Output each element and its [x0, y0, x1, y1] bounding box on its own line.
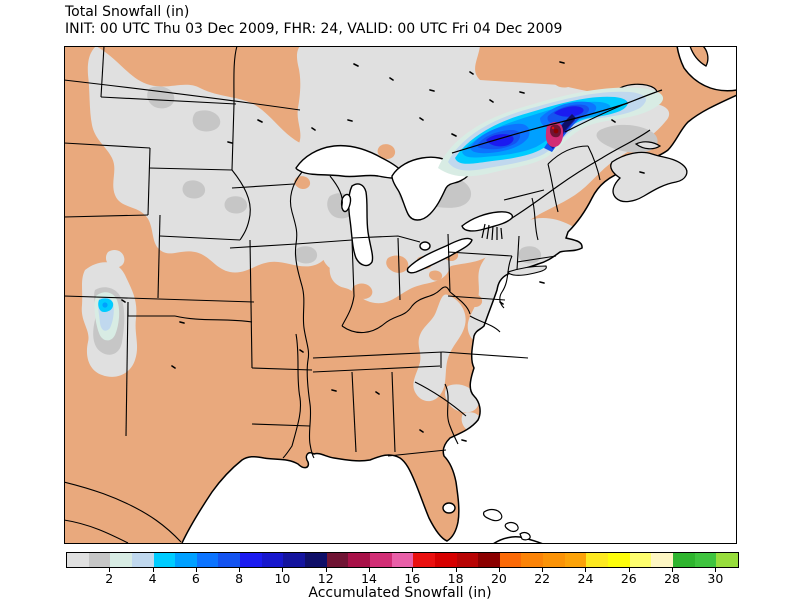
colorbar-segment — [348, 553, 370, 567]
colorbar-segment — [478, 553, 500, 567]
colorbar-segment — [672, 553, 695, 567]
colorbar-tickmark — [109, 568, 111, 572]
colorbar-tickmark — [585, 568, 587, 572]
colorbar-tick-label: 28 — [664, 571, 681, 586]
map-canvas — [64, 46, 737, 544]
colorbar-tick-label: 12 — [317, 571, 334, 586]
gulf-st-lawrence-coast — [676, 46, 737, 92]
colorbar-segment — [543, 553, 565, 567]
colorbar-tick-label: 24 — [577, 571, 594, 586]
colorbar-tickmark — [498, 568, 500, 572]
colorbar-segment — [175, 553, 197, 567]
colorbar-segment — [153, 553, 176, 567]
prince-edward-island — [634, 141, 662, 150]
colorbar-tickmark — [282, 568, 284, 572]
colorbar-tick-label: 30 — [707, 571, 724, 586]
colorbar-tickmark — [369, 568, 371, 572]
colorbar-tickmark — [628, 568, 630, 572]
newfoundland-island — [689, 46, 709, 67]
colorbar-segment — [218, 553, 241, 567]
atlantic-gulf-fill — [182, 95, 737, 544]
nova-scotia — [610, 151, 688, 203]
colorbar-segment — [716, 553, 738, 567]
rivers — [451, 89, 663, 241]
snow-max-dot — [553, 128, 559, 134]
lake-st-clair — [419, 241, 431, 251]
figure-subtitle: INIT: 00 UTC Thu 03 Dec 2009, FHR: 24, V… — [65, 21, 563, 37]
colorbar-tick-label: 10 — [274, 571, 291, 586]
colorbar-segment — [391, 553, 414, 567]
colorbar-tickmark — [152, 568, 154, 572]
colorbar-segment — [651, 553, 673, 567]
colorbar-segment — [694, 553, 717, 567]
colorbar-segment — [110, 553, 132, 567]
colorbar-segment — [521, 553, 544, 567]
colorbar-tick-label: 20 — [490, 571, 507, 586]
colorbar-segment — [586, 553, 609, 567]
ottawa-river — [451, 102, 629, 154]
colorbar-tickmark — [325, 568, 327, 572]
figure-title: Total Snowfall (in) — [65, 4, 190, 20]
colorbar — [66, 552, 739, 568]
colorbar-segment — [434, 553, 457, 567]
colorbar-segment — [261, 553, 284, 567]
colorbar-tickmark — [715, 568, 717, 572]
bahamas-islands — [482, 508, 531, 541]
lake-okeechobee — [442, 502, 456, 514]
colorbar-tick-label: 8 — [235, 571, 244, 586]
colorbar-tick-label: 18 — [447, 571, 464, 586]
colorbar-segment — [608, 553, 630, 567]
colorbar-tick-label: 22 — [534, 571, 551, 586]
colorbar-tickmark — [195, 568, 197, 572]
colorbar-tick-label: 26 — [620, 571, 637, 586]
colorbar-segment — [629, 553, 652, 567]
colorbar-segment — [564, 553, 587, 567]
colorbar-tick-label: 4 — [148, 571, 157, 586]
colorbar-tick-label: 2 — [105, 571, 114, 586]
title-block: Total Snowfall (in) INIT: 00 UTC Thu 03 … — [65, 4, 562, 38]
colorbar-tickmark — [412, 568, 414, 572]
colorbar-tick-label: 16 — [404, 571, 421, 586]
colorbar-tick-label: 14 — [361, 571, 377, 586]
colorbar-segment — [369, 553, 392, 567]
st-lawrence-north-shore — [564, 89, 663, 133]
lake-erie — [406, 237, 473, 274]
colorbar-segment — [88, 553, 111, 567]
colorbar-segment — [283, 553, 306, 567]
lake-michigan — [347, 183, 374, 267]
atlantic-coastline — [181, 94, 737, 544]
st-lawrence-river — [511, 129, 651, 219]
colorbar-segment — [240, 553, 262, 567]
colorbar-segment — [305, 553, 327, 567]
colorbar-segment — [326, 553, 349, 567]
colorbar-tickmark — [542, 568, 544, 572]
finger-lakes — [481, 223, 503, 241]
colorbar-segment — [196, 553, 219, 567]
colorbar-segment — [499, 553, 522, 567]
snow-spot-colorado — [94, 292, 120, 341]
long-island — [507, 265, 547, 276]
colorbar-tick-label: 6 — [191, 571, 200, 586]
colorbar-tickmark — [455, 568, 457, 572]
state-borders — [64, 46, 601, 544]
colorbar-tickmark — [239, 568, 241, 572]
colorbar-segment — [413, 553, 435, 567]
colorbar-segment — [67, 553, 89, 567]
colorbar-tickmark — [672, 568, 674, 572]
colorbar-segment — [131, 553, 154, 567]
gulf-st-lawrence-fill — [677, 46, 737, 91]
map-panel — [64, 46, 737, 544]
ocean-region — [181, 46, 737, 544]
colorbar-axis-label: Accumulated Snowfall (in) — [308, 585, 492, 600]
colorbar-segment — [456, 553, 479, 567]
small-lake-marks — [121, 61, 645, 442]
